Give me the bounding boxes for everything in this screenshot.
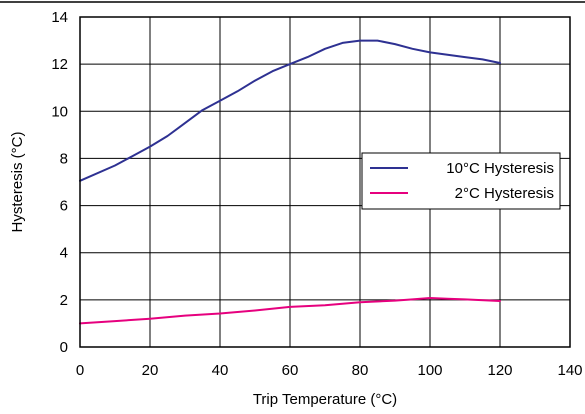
y-tick-label: 6 xyxy=(60,198,68,215)
y-tick-label: 14 xyxy=(51,9,68,26)
y-tick-label: 0 xyxy=(60,339,68,356)
y-tick-label: 4 xyxy=(60,245,68,262)
x-tick-label: 0 xyxy=(76,362,84,379)
x-tick-label: 40 xyxy=(212,362,229,379)
y-tick-label: 2 xyxy=(60,292,68,309)
x-axis-ticks: 0 20 40 60 80 100 120 140 xyxy=(76,362,583,379)
series-line-2c-hysteresis xyxy=(79,297,501,325)
series-line-10c-hysteresis xyxy=(79,39,501,182)
x-tick-label: 100 xyxy=(417,362,442,379)
y-axis-title: Hysteresis (°C) xyxy=(9,131,26,232)
x-tick-label: 20 xyxy=(142,362,159,379)
x-tick-label: 140 xyxy=(557,362,582,379)
series-layer xyxy=(79,39,501,325)
y-axis-ticks: 0 2 4 6 8 10 12 14 xyxy=(51,9,68,356)
y-tick-label: 8 xyxy=(60,150,68,167)
legend-label-10c: 10°C Hysteresis xyxy=(446,160,554,177)
y-tick-label: 12 xyxy=(51,56,68,73)
legend-label-2c: 2°C Hysteresis xyxy=(455,185,554,202)
x-tick-label: 60 xyxy=(282,362,299,379)
x-axis-title: Trip Temperature (°C) xyxy=(253,391,397,408)
x-tick-label: 120 xyxy=(487,362,512,379)
x-tick-label: 80 xyxy=(352,362,369,379)
legend: 10°C Hysteresis 2°C Hysteresis xyxy=(361,152,561,210)
plot-frame xyxy=(79,16,571,348)
legend-box xyxy=(361,152,561,210)
y-tick-label: 10 xyxy=(51,103,68,120)
